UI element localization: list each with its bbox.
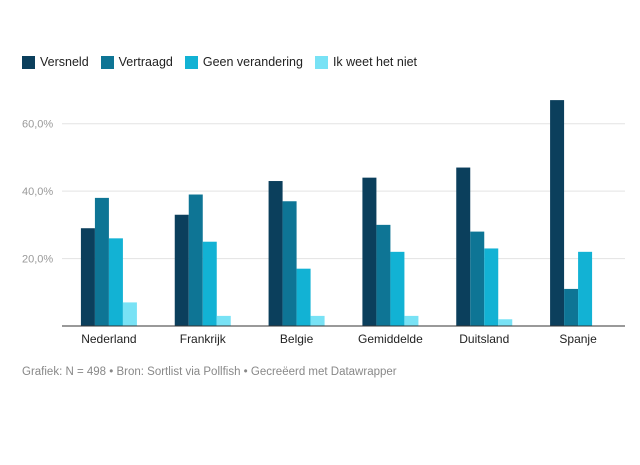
bar-frankrijk-versneld bbox=[174, 214, 189, 326]
bar-spanje-versneld bbox=[550, 100, 565, 326]
legend-item-vertraagd: Vertraagd bbox=[100, 55, 173, 69]
legend-item-geen-verandering: Geen verandering bbox=[184, 55, 303, 69]
legend-item-ik-weet-het-niet: Ik weet het niet bbox=[314, 55, 418, 69]
y-tick-label: 20,0% bbox=[22, 254, 53, 266]
x-tick-label: Belgie bbox=[280, 332, 314, 346]
y-axis-ticks: 20,0% 40,0% 60,0% bbox=[22, 119, 53, 266]
bar-belgie-vertraagd bbox=[282, 201, 297, 326]
x-axis-ticks: Nederland Frankrijk Belgie Gemiddelde Duitsl… bbox=[81, 332, 597, 346]
bar-frankrijk-ik-weet-het-niet bbox=[216, 315, 231, 326]
bar-gemiddelde-geen-verandering bbox=[390, 251, 405, 326]
y-tick-label: 60,0% bbox=[22, 119, 53, 131]
bar-gemiddelde-ik-weet-het-niet bbox=[404, 315, 419, 326]
y-tick-label: 40,0% bbox=[22, 186, 53, 198]
bar-belgie-geen-verandering bbox=[296, 268, 311, 326]
bar-duitsland-versneld bbox=[456, 167, 471, 326]
x-tick-label: Gemiddelde bbox=[358, 332, 423, 346]
x-tick-label: Nederland bbox=[81, 332, 136, 346]
legend-label-geen-verandering: Geen verandering bbox=[202, 55, 303, 69]
bar-belgie-versneld bbox=[268, 181, 283, 326]
bar-spanje-geen-verandering bbox=[578, 251, 593, 326]
bar-frankrijk-vertraagd bbox=[188, 194, 203, 326]
x-tick-label: Spanje bbox=[559, 332, 597, 346]
x-tick-label: Duitsland bbox=[459, 332, 509, 346]
legend-label-versneld: Versneld bbox=[40, 55, 89, 69]
chart-legend: Versneld Vertraagd Geen verandering Ik w… bbox=[22, 55, 417, 69]
bar-duitsland-ik-weet-het-niet bbox=[498, 319, 513, 326]
legend-label-vertraagd: Vertraagd bbox=[118, 55, 173, 69]
x-tick-label: Frankrijk bbox=[180, 332, 227, 346]
bar-gemiddelde-versneld bbox=[362, 177, 377, 326]
legend-swatch-vertraagd bbox=[100, 55, 114, 69]
bar-gemiddelde-vertraagd bbox=[376, 224, 391, 326]
bar-nederland-ik-weet-het-niet bbox=[122, 302, 137, 326]
bar-duitsland-geen-verandering bbox=[484, 248, 499, 326]
bar-nederland-versneld bbox=[80, 228, 95, 326]
legend-label-ik-weet-het-niet: Ik weet het niet bbox=[332, 55, 418, 69]
bar-nederland-vertraagd bbox=[94, 197, 109, 326]
bar-duitsland-vertraagd bbox=[470, 231, 485, 326]
legend-swatch-ik-weet-het-niet bbox=[314, 55, 328, 69]
bar-nederland-geen-verandering bbox=[108, 238, 123, 326]
gridlines bbox=[62, 123, 625, 260]
bar-belgie-ik-weet-het-niet bbox=[310, 315, 325, 326]
bar-frankrijk-geen-verandering bbox=[202, 241, 217, 326]
chart-footer: Grafiek: N = 498 • Bron: Sortlist via Po… bbox=[22, 366, 397, 378]
bars bbox=[80, 100, 593, 326]
legend-swatch-versneld bbox=[22, 55, 35, 69]
legend-swatch-geen-verandering bbox=[184, 55, 198, 69]
legend-item-versneld: Versneld bbox=[22, 55, 89, 69]
bar-spanje-vertraagd bbox=[564, 288, 579, 326]
